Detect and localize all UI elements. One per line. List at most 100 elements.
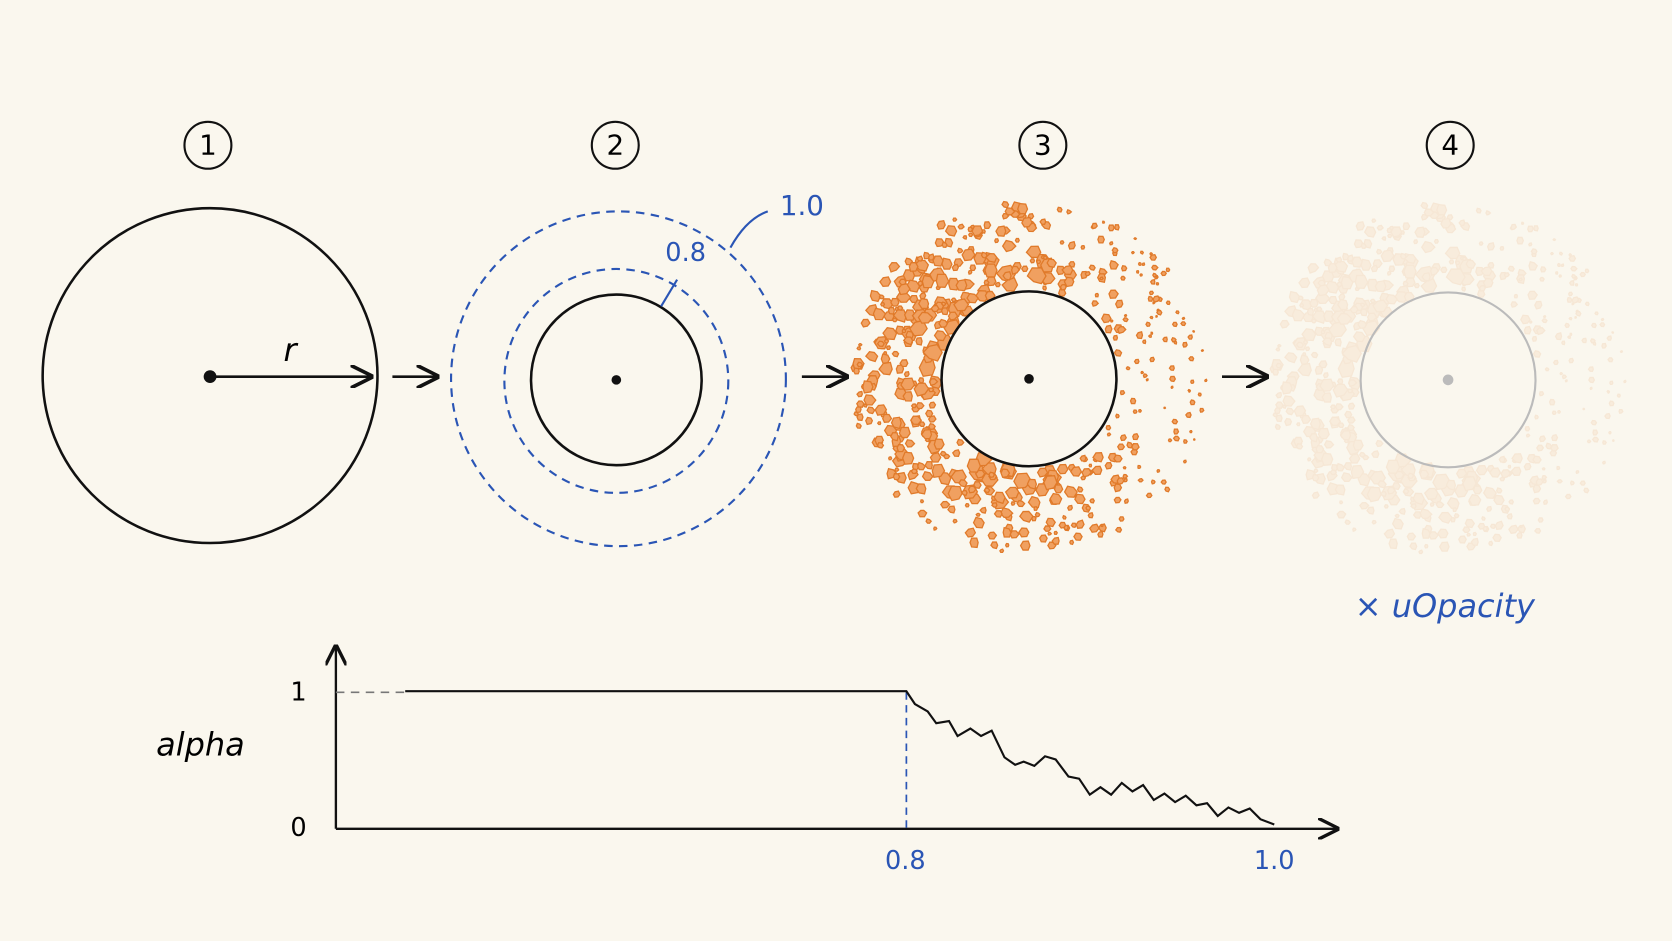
noise-blob bbox=[1369, 300, 1387, 318]
noise-blob bbox=[1406, 532, 1417, 541]
noise-blob bbox=[1315, 383, 1325, 391]
noise-blob bbox=[967, 269, 973, 275]
noise-blob bbox=[1021, 216, 1033, 228]
noise-blob bbox=[1459, 256, 1465, 261]
noise-blob bbox=[1477, 522, 1486, 530]
noise-blob bbox=[1034, 511, 1041, 518]
noise-blob bbox=[1570, 265, 1578, 272]
noise-blob bbox=[1525, 433, 1531, 438]
noise-blob bbox=[1589, 338, 1596, 344]
noise-blob bbox=[1535, 478, 1544, 487]
noise-blob bbox=[1190, 379, 1195, 384]
noise-blob bbox=[952, 518, 958, 524]
noise-blob bbox=[1602, 440, 1607, 445]
noise-blob bbox=[1345, 434, 1351, 440]
y-tick-label: 0 bbox=[290, 813, 306, 843]
noise-blob bbox=[1472, 531, 1478, 537]
noise-blob bbox=[1374, 280, 1387, 293]
noise-blob bbox=[917, 377, 925, 384]
noise-blob bbox=[950, 297, 957, 303]
noise-blob bbox=[919, 499, 925, 504]
noise-blob bbox=[1391, 517, 1404, 530]
noise-blob bbox=[1137, 261, 1142, 266]
noise-blob bbox=[1388, 225, 1395, 231]
noise-blob bbox=[1564, 493, 1572, 500]
noise-blob bbox=[1482, 525, 1488, 532]
noise-blob bbox=[1092, 452, 1104, 463]
noise-blob bbox=[1488, 467, 1502, 478]
noise-blob bbox=[1399, 230, 1405, 235]
noise-blob bbox=[1413, 282, 1420, 289]
noise-blob bbox=[1450, 516, 1456, 523]
noise-blob bbox=[1341, 364, 1353, 374]
noise-blob bbox=[1528, 242, 1533, 247]
noise-blob bbox=[1410, 496, 1426, 510]
noise-blob bbox=[995, 225, 1007, 237]
noise-blob bbox=[874, 404, 888, 416]
noise-blob bbox=[1132, 432, 1140, 441]
noise-blob bbox=[1069, 466, 1083, 477]
noise-blob bbox=[863, 394, 877, 406]
noise-blob bbox=[853, 367, 860, 375]
noise-blob bbox=[1316, 306, 1323, 312]
noise-blob bbox=[892, 309, 908, 323]
noise-blob bbox=[1315, 378, 1328, 390]
noise-blob bbox=[1466, 542, 1476, 551]
noise-blob bbox=[1067, 240, 1076, 250]
noise-blob bbox=[1043, 475, 1058, 491]
noise-blob bbox=[1098, 276, 1104, 281]
noise-blob bbox=[1149, 253, 1158, 261]
noise-blob bbox=[1004, 486, 1020, 499]
noise-blob bbox=[1558, 251, 1564, 256]
noise-blob bbox=[940, 307, 949, 316]
noise-blob bbox=[1192, 438, 1196, 441]
noise-blob bbox=[1409, 495, 1429, 511]
noise-blob bbox=[1623, 379, 1627, 384]
noise-blob bbox=[918, 421, 926, 427]
leader-line bbox=[729, 210, 769, 249]
noise-blob bbox=[1338, 293, 1346, 301]
noise-blob bbox=[909, 294, 919, 304]
noise-blob bbox=[1402, 487, 1415, 497]
noise-blob bbox=[1352, 299, 1369, 315]
noise-blob bbox=[1561, 374, 1568, 380]
noise-blob bbox=[1277, 344, 1282, 348]
noise-blob bbox=[1100, 523, 1104, 528]
noise-blob bbox=[1351, 272, 1362, 281]
noise-blob bbox=[1107, 224, 1115, 232]
full-circle bbox=[41, 206, 379, 545]
noise-blob bbox=[1053, 530, 1059, 536]
noise-blob bbox=[1327, 262, 1338, 273]
noise-blob bbox=[1313, 468, 1319, 473]
noise-blob bbox=[865, 416, 874, 426]
noise-blob bbox=[1335, 256, 1343, 263]
noise-blob bbox=[1172, 435, 1181, 442]
noise-blob bbox=[1431, 263, 1441, 272]
noise-blob bbox=[1584, 268, 1590, 274]
noise-blob bbox=[1066, 208, 1073, 215]
noise-blob bbox=[882, 327, 898, 341]
noise-blob bbox=[1109, 241, 1114, 246]
noise-blob bbox=[1366, 312, 1378, 322]
noise-blob bbox=[1170, 336, 1177, 343]
noise-blob bbox=[1091, 300, 1100, 307]
noise-blob bbox=[933, 330, 947, 342]
noise-blob bbox=[1155, 282, 1160, 286]
noise-blob bbox=[916, 255, 924, 262]
noise-blob bbox=[1019, 510, 1034, 523]
noise-blob bbox=[882, 413, 893, 423]
noise-blob bbox=[1420, 213, 1429, 221]
noise-blob bbox=[1344, 519, 1352, 525]
noise-blob bbox=[866, 406, 876, 415]
noise-blob bbox=[1164, 486, 1171, 493]
noise-blob bbox=[1122, 317, 1129, 323]
noise-blob bbox=[1326, 482, 1341, 496]
noise-blob bbox=[1097, 530, 1104, 538]
noise-blob bbox=[876, 421, 882, 426]
noise-blob bbox=[1192, 330, 1196, 333]
noise-blob bbox=[962, 235, 968, 240]
noise-blob bbox=[983, 487, 991, 494]
leader-line bbox=[660, 279, 679, 307]
core-circle bbox=[529, 293, 703, 467]
noise-blob bbox=[1029, 258, 1036, 264]
